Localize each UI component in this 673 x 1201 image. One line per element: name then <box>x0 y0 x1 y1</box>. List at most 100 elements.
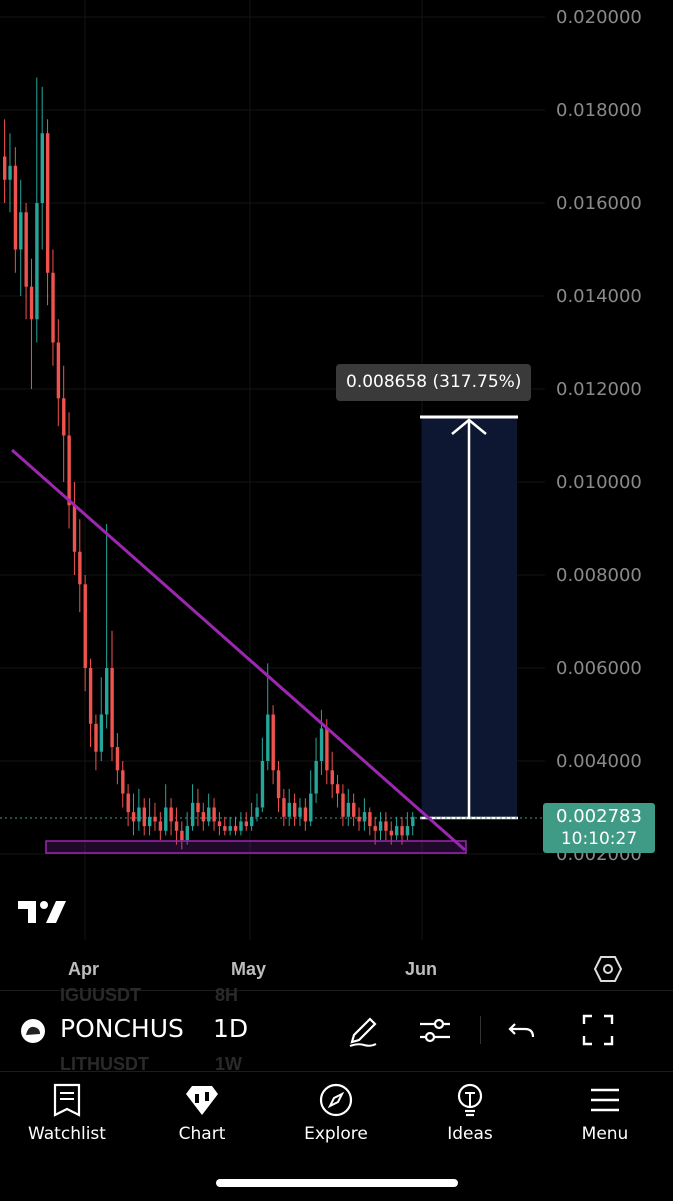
candle-body <box>169 807 173 822</box>
menu-icon <box>591 1088 619 1112</box>
candle-body <box>88 668 93 724</box>
chart-icon <box>186 1086 218 1115</box>
candle-body <box>250 816 254 827</box>
candle-body <box>357 816 361 822</box>
price-label-6: 0.008000 <box>556 565 642 586</box>
chart-settings-icon[interactable] <box>593 954 623 984</box>
candle-body <box>45 133 50 273</box>
price-label-0: 0.020000 <box>556 7 642 28</box>
nav-watchlist[interactable]: Watchlist <box>17 1082 117 1144</box>
measure-arrow-head <box>451 418 487 435</box>
candle-body <box>164 807 168 831</box>
candle-body <box>389 830 394 836</box>
candle-body <box>196 802 200 813</box>
candle-body <box>319 728 324 761</box>
candle-body <box>335 784 340 794</box>
candle-body <box>239 821 243 831</box>
candle-body <box>153 816 157 822</box>
symbol-logo-icon[interactable] <box>20 1018 46 1044</box>
nav-menu-label: Menu <box>581 1124 629 1144</box>
nav-chart-label: Chart <box>178 1124 226 1144</box>
candle-body <box>190 802 195 827</box>
undo-icon[interactable] <box>503 1010 543 1050</box>
candle-body <box>83 584 87 668</box>
time-label-may: May <box>231 959 266 979</box>
candle-body <box>13 165 18 250</box>
candle-body <box>314 761 318 794</box>
ghost-symbol-bottom: LITHUSDT <box>60 1054 149 1074</box>
price-label-7: 0.006000 <box>556 658 642 679</box>
support-zone-box[interactable] <box>45 840 467 854</box>
candle-body <box>105 668 109 715</box>
candle-body <box>72 505 77 552</box>
candle-body <box>56 342 61 399</box>
candle-body <box>298 807 302 817</box>
candle-body <box>207 807 211 822</box>
candle-body <box>78 551 82 585</box>
nav-menu[interactable]: Menu <box>555 1082 655 1144</box>
candle-body <box>8 165 12 180</box>
candle-body <box>362 812 367 822</box>
interval-selector[interactable]: 1D <box>213 1014 249 1043</box>
candle-body <box>276 770 281 799</box>
candle-body <box>411 816 415 827</box>
last-price-value: 0.002783 <box>556 806 642 827</box>
candle-body <box>137 807 141 822</box>
candle-body <box>35 203 39 320</box>
nav-chart[interactable]: Chart <box>152 1082 252 1144</box>
candle-body <box>378 821 383 831</box>
tradingview-logo-icon <box>18 901 66 923</box>
candle-body <box>330 770 334 785</box>
candle-body <box>115 747 120 771</box>
candle-body <box>121 770 125 794</box>
candle-body <box>40 133 44 203</box>
candle-body <box>3 156 7 180</box>
price-axis: 0.020000 0.018000 0.016000 0.014000 0.01… <box>556 7 642 865</box>
time-axis: Apr May Jun <box>68 959 437 979</box>
ghost-symbol-top: IGUUSDT <box>60 985 141 1005</box>
chart-toolbar <box>0 990 673 1071</box>
candles <box>3 77 415 850</box>
candle-body <box>255 807 259 817</box>
draw-icon[interactable] <box>342 1010 382 1050</box>
candle-body <box>260 761 265 808</box>
candle-body <box>233 826 238 831</box>
ghost-interval-top: 8H <box>215 985 239 1005</box>
chart-area[interactable]: 0.020000 0.018000 0.016000 0.014000 0.01… <box>0 0 673 990</box>
price-label-2: 0.016000 <box>556 193 642 214</box>
candle-body <box>405 826 410 836</box>
nav-explore[interactable]: Explore <box>286 1082 386 1144</box>
candle-body <box>126 793 130 813</box>
candle-body <box>395 826 399 836</box>
candle-body <box>180 830 184 841</box>
candle-body <box>303 807 308 822</box>
time-label-jun: Jun <box>405 959 437 979</box>
chart-canvas[interactable]: 0.020000 0.018000 0.016000 0.014000 0.01… <box>0 0 673 990</box>
fullscreen-icon[interactable] <box>578 1010 618 1050</box>
candle-body <box>94 723 98 752</box>
measure-tooltip: 0.008658 (317.75%) <box>336 364 532 401</box>
candle-body <box>346 802 351 817</box>
candle-body <box>67 435 71 506</box>
nav-ideas-label: Ideas <box>447 1124 493 1144</box>
nav-explore-label: Explore <box>304 1124 368 1144</box>
candle-body <box>99 714 104 752</box>
symbol-name[interactable]: PONCHUS <box>60 1014 184 1043</box>
watchlist-icon <box>53 1083 81 1117</box>
candle-body <box>24 212 28 287</box>
candle-body <box>282 798 286 817</box>
candle-body <box>223 826 227 831</box>
nav-ideas[interactable]: Ideas <box>420 1082 520 1144</box>
home-indicator <box>216 1179 458 1187</box>
candle-body <box>228 826 232 831</box>
candle-body <box>174 821 179 831</box>
indicators-icon[interactable] <box>415 1010 455 1050</box>
candle-body <box>309 793 313 822</box>
candle-body <box>19 212 23 250</box>
candle-body <box>131 812 136 822</box>
descending-trendline[interactable] <box>11 448 466 852</box>
candle-body <box>373 826 377 831</box>
candle-body <box>341 793 345 817</box>
candle-body <box>51 272 55 343</box>
candle-body <box>266 714 270 761</box>
